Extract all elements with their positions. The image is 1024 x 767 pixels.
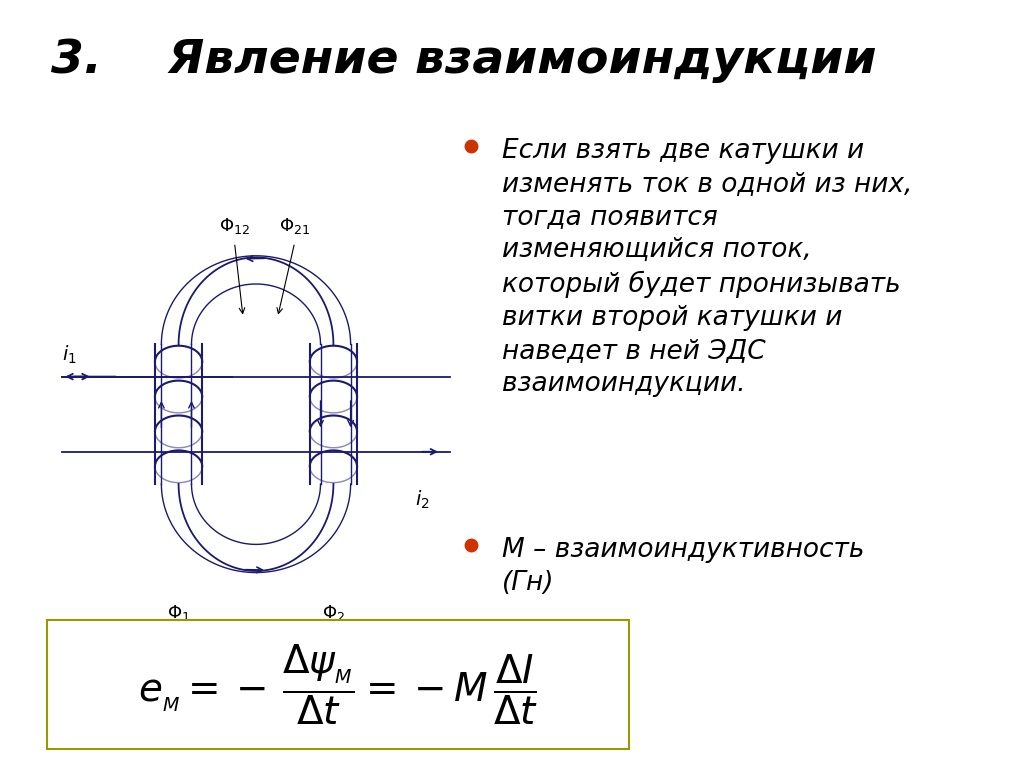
Text: $i_2$: $i_2$ <box>415 489 430 512</box>
Text: М – взаимоиндуктивность
(Гн): М – взаимоиндуктивность (Гн) <box>502 537 864 596</box>
Text: $i_1$: $i_1$ <box>62 344 77 367</box>
Text: 3.    Явление взаимоиндукции: 3. Явление взаимоиндукции <box>51 38 877 84</box>
Text: $\Phi_{21}$: $\Phi_{21}$ <box>280 216 310 236</box>
Text: $\Phi_1$: $\Phi_1$ <box>167 603 190 623</box>
Text: $\Phi_2$: $\Phi_2$ <box>322 603 345 623</box>
Text: $e_{_M} = -\,\dfrac{\Delta\psi_{_M}}{\Delta t} = -M\,\dfrac{\Delta I}{\Delta t}$: $e_{_M} = -\,\dfrac{\Delta\psi_{_M}}{\De… <box>138 642 538 727</box>
Text: $\Phi_{12}$: $\Phi_{12}$ <box>219 216 250 236</box>
Text: Если взять две катушки и
изменять ток в одной из них,
тогда появится
изменяющийс: Если взять две катушки и изменять ток в … <box>502 138 912 397</box>
